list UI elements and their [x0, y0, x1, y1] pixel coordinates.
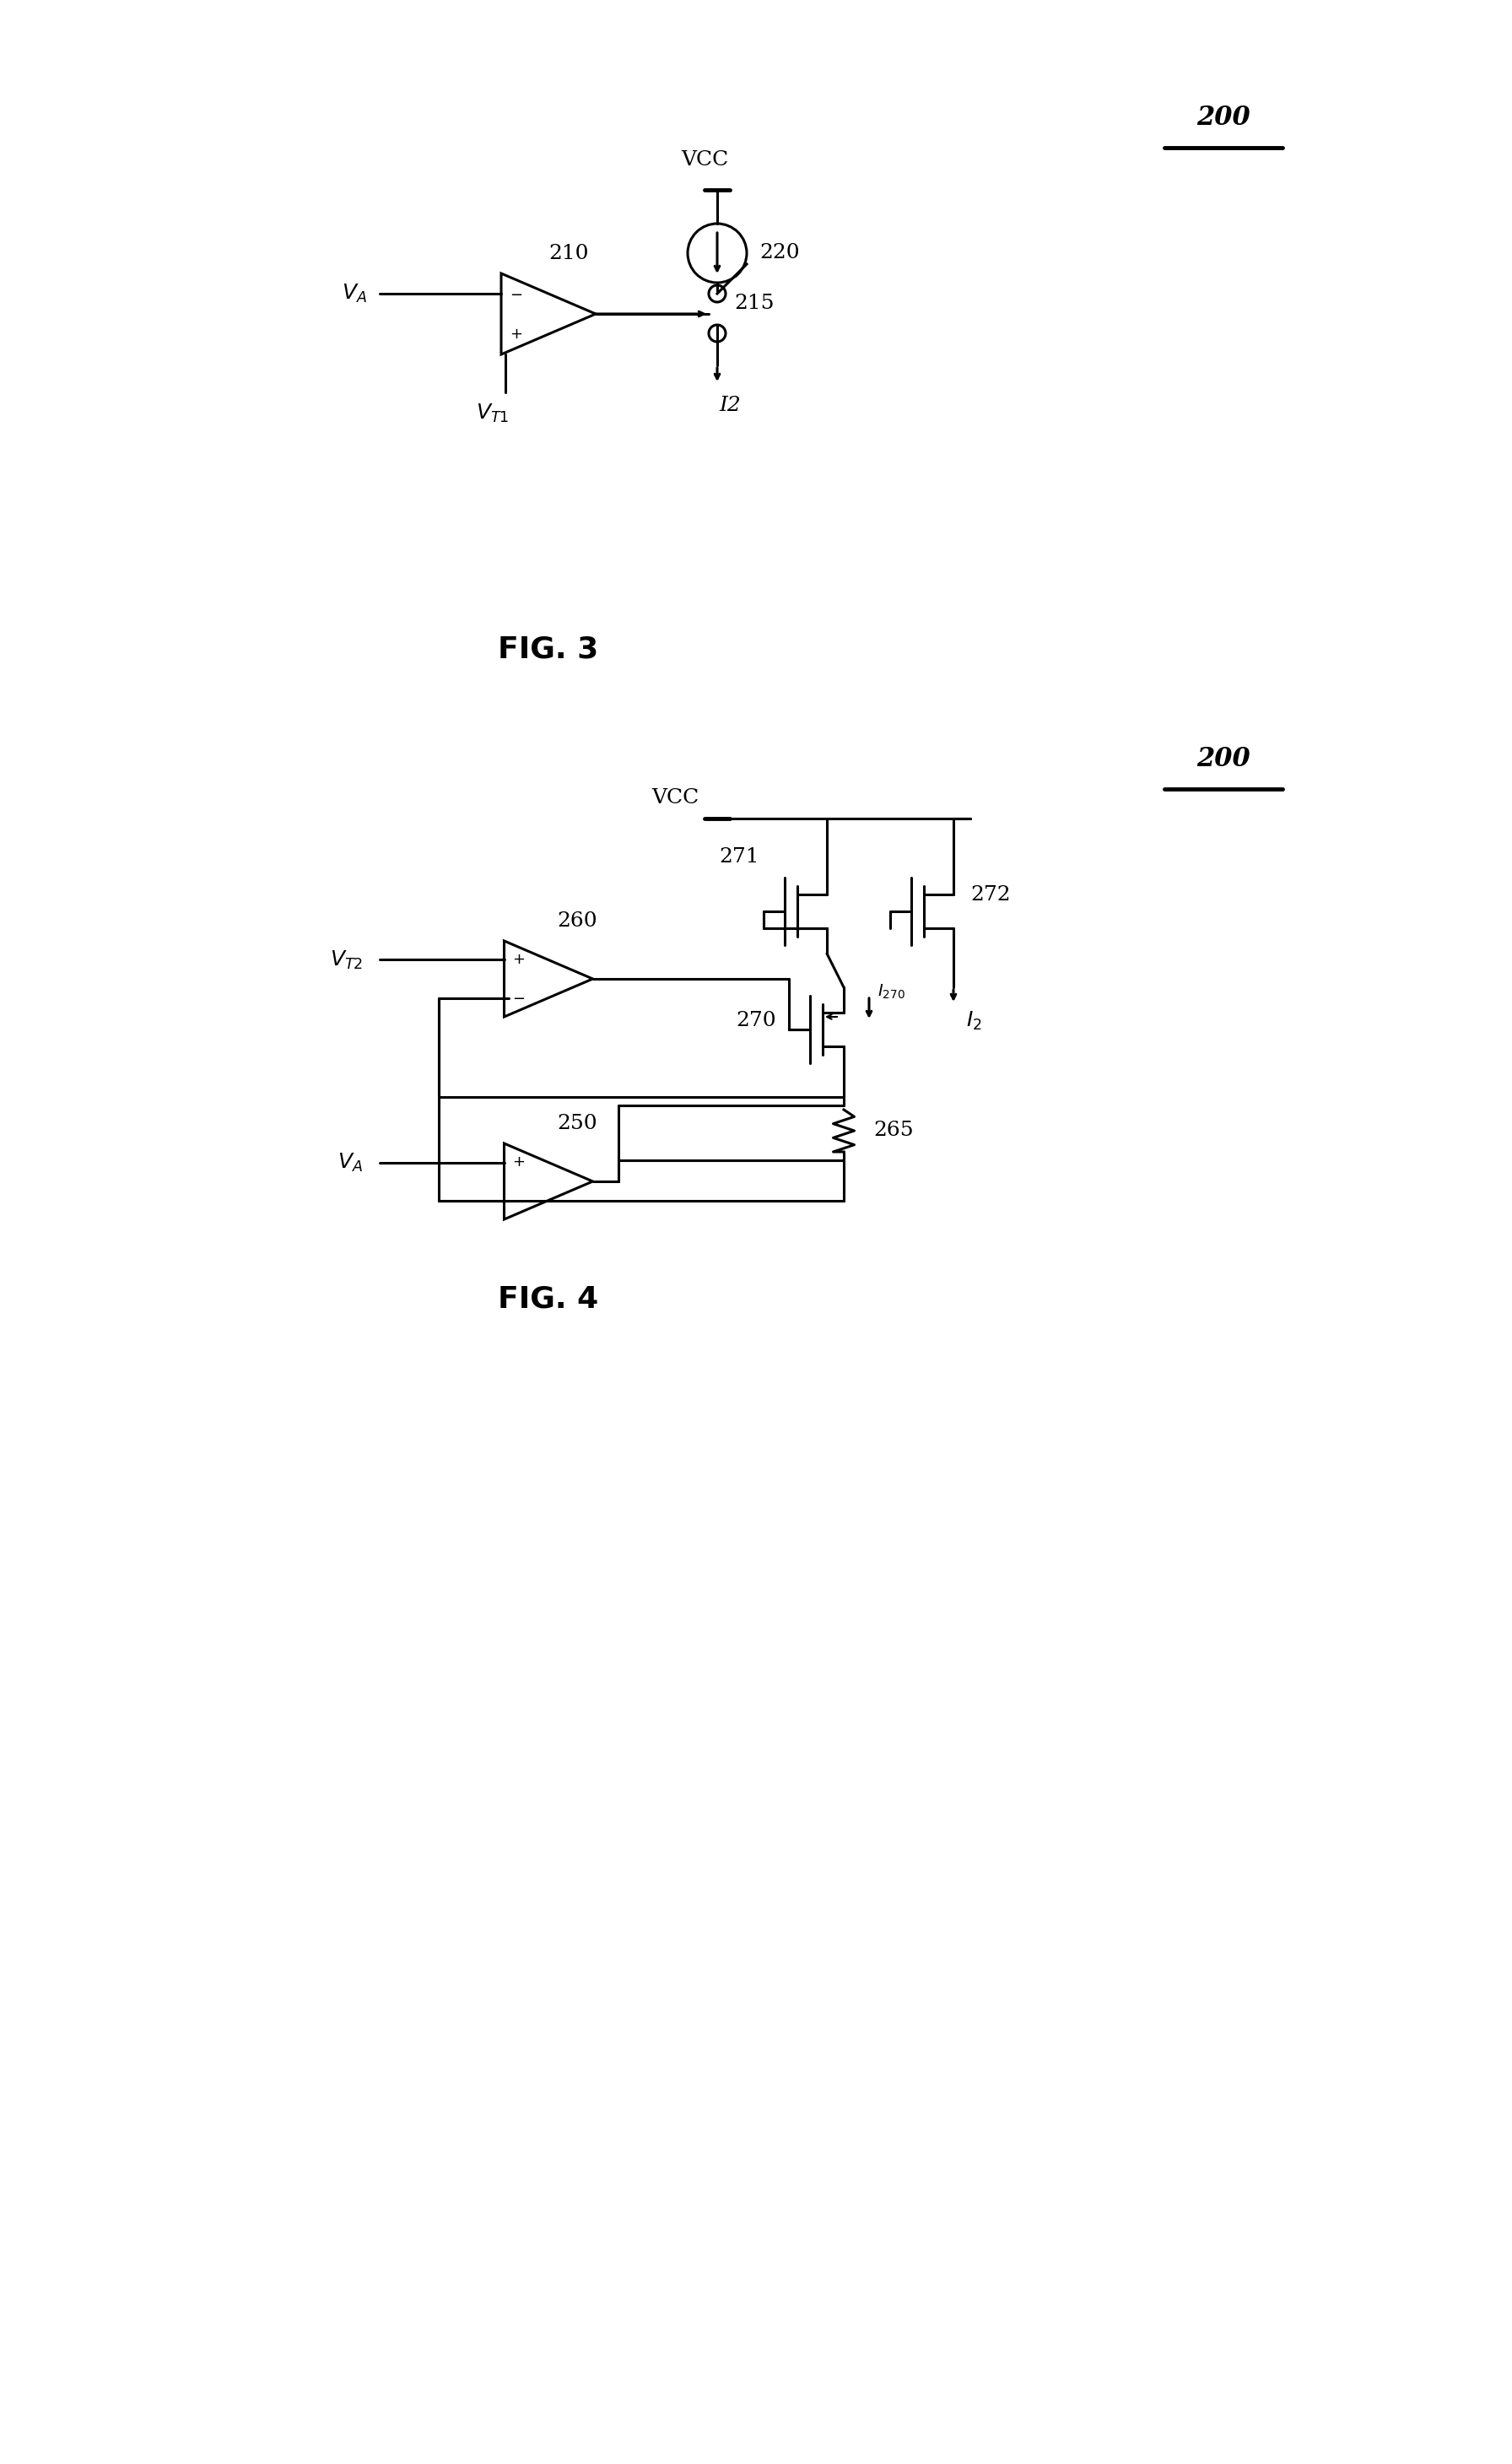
Text: I2: I2 — [720, 394, 741, 414]
Text: 271: 271 — [720, 848, 759, 867]
Text: $V_{T1}$: $V_{T1}$ — [476, 402, 510, 424]
Text: 265: 265 — [874, 1121, 913, 1141]
Text: $V_A$: $V_A$ — [337, 1151, 363, 1173]
Text: FIG. 3: FIG. 3 — [497, 636, 599, 665]
Text: $I_2$: $I_2$ — [966, 1010, 981, 1032]
Text: 210: 210 — [549, 244, 588, 264]
Text: $-$: $-$ — [513, 1193, 525, 1207]
Text: VCC: VCC — [652, 788, 699, 808]
Text: $+$: $+$ — [510, 328, 522, 342]
Text: $+$: $+$ — [513, 1156, 525, 1170]
Text: 220: 220 — [759, 244, 800, 264]
Text: $V_{T2}$: $V_{T2}$ — [330, 949, 363, 971]
Text: 200: 200 — [1196, 106, 1250, 131]
Text: $-$: $-$ — [513, 991, 525, 1005]
Text: 270: 270 — [736, 1010, 776, 1030]
Text: $-$: $-$ — [510, 286, 523, 301]
Text: FIG. 4: FIG. 4 — [497, 1286, 599, 1313]
Text: $+$: $+$ — [513, 951, 525, 968]
Text: $I_{270}$: $I_{270}$ — [877, 983, 906, 1000]
Text: 200: 200 — [1196, 747, 1250, 774]
Text: $V_A$: $V_A$ — [342, 283, 367, 306]
Text: 215: 215 — [733, 293, 774, 313]
Text: VCC: VCC — [680, 150, 729, 170]
Text: 260: 260 — [556, 912, 597, 931]
Text: 250: 250 — [556, 1114, 597, 1133]
Text: 272: 272 — [971, 885, 1010, 904]
